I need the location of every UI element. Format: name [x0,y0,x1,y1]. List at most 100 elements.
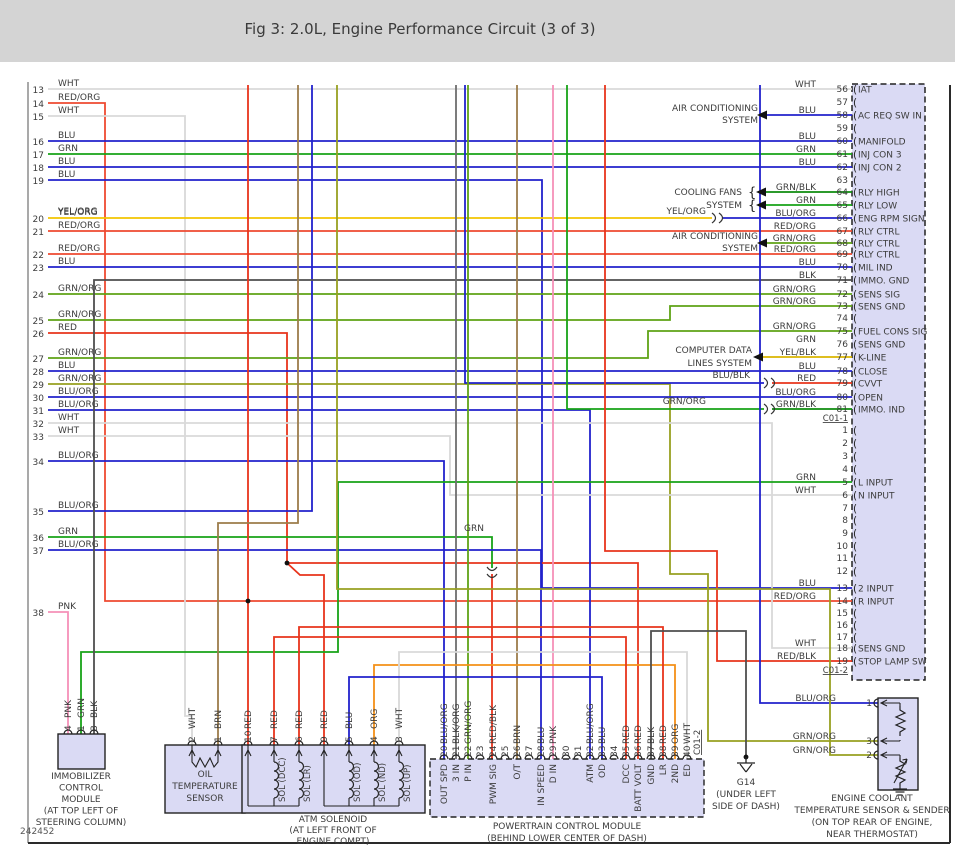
pin-connector-arc [621,754,631,760]
pin-connector-arc: ( [853,339,857,351]
left-pin-color-label: BLU [58,131,75,141]
system-label: AIR CONDITIONING [672,104,758,114]
right-pin-number: 7 [842,504,848,514]
pcm-pin-function-label: DCC [622,764,632,784]
right-pin-function-label: CLOSE [858,368,888,378]
right-pin-color-label: BLU [799,362,816,372]
component-pin-number: 22 [464,746,474,757]
component-pin-color: BLK [647,726,657,744]
line [739,763,747,773]
solenoid-coil-label: SOL (ND) [378,763,388,802]
component-pin-number: 1 [866,699,872,709]
wire-grn-29 [80,481,852,734]
component-pin-color: BLK/ORG [452,704,462,744]
pin-connector-arc [488,754,498,760]
pcm-pin-function-label: P IN [464,764,474,782]
pcm-pin-function-label: IN SPEED [537,764,547,806]
pin-connector-arc: ( [853,326,857,338]
right-pin-number: 2 [842,439,848,449]
component-pin-number: 35 [622,746,632,757]
atm-solenoid-box [241,744,426,814]
wire-red-15 [286,562,325,745]
right-pin-number: 60 [837,137,849,147]
right-pin-number: 74 [837,314,849,324]
component-pin-number: 2 [866,751,872,761]
right-pin-number: 4 [842,465,848,475]
component-pin-color: RED [622,725,632,744]
pin-connector-arc: ( [853,123,857,135]
immobilizer-box [57,733,106,770]
right-pin-number: 72 [837,290,848,300]
pin-connector-arc: ( [853,490,857,502]
pcm-pin-function-label: 2ND [671,764,681,783]
component-pin-number: 23 [476,746,486,757]
left-pin-number: 26 [33,330,45,340]
pin-connector-arc [369,740,379,746]
right-pin-color-label: WHT [795,639,817,649]
left-pin-color-label: GRN [58,527,78,537]
left-arrow-icon [753,352,763,362]
pin-connector-arc: ( [853,200,857,212]
right-pin-number: 17 [837,633,848,643]
pin-connector-arc: ( [853,553,857,565]
component-pin-number: 32 [586,746,596,757]
wire-blu-54 [759,85,878,704]
junction-dot [245,598,251,604]
left-pin-number: 15 [33,113,44,123]
solenoid-coil-icon [348,761,355,799]
component-pin-color: RED [659,725,669,744]
pin-connector-arc: ( [853,262,857,274]
left-pin-color-label: WHT [58,426,80,436]
component-pin-number: 40 [683,745,693,757]
left-pin-color-label: PNK [58,602,77,612]
left-pin-number: 18 [33,164,45,174]
pcm-label: (BEHIND LOWER CENTER OF DASH) [487,834,647,844]
left-pin-number: 20 [33,215,45,225]
system-label: SYSTEM [722,116,758,126]
pin-connector-arc [187,740,197,746]
left-arrow-icon [756,187,766,197]
pin-connector-arc: ( [853,404,857,416]
pcm-pin-function-label: D IN [549,764,559,783]
left-pin-number: 29 [33,381,45,391]
right-pin-color-label: WHT [795,80,817,90]
wire-blu-27 [48,549,542,759]
component-pin-color: BLU [598,727,608,744]
component-pin-number: 36 [634,745,644,757]
left-pin-color-label: WHT [58,413,80,423]
right-pin-number: 62 [837,163,848,173]
pin-connector-arc: ( [853,392,857,404]
atm-solenoid-label: ENGINE COMPT) [297,837,370,847]
wire-blu-36 [464,85,764,384]
wire-grno-16 [48,330,852,359]
component-pin-color: BLU/ORG [440,703,450,744]
pin-connector-arc [463,754,473,760]
pin-connector-arc [873,736,879,746]
component-pin-color: BLU [537,727,547,744]
pin-connector-arc [633,754,643,760]
immobilizer-label: MODULE [61,795,100,805]
pin-connector-arc [536,754,546,760]
component-pin-color: WHT [188,707,198,729]
pin-connector-arc [500,754,510,760]
pin-connector-arc [524,754,534,760]
right-pin-function-label: RLY HIGH [858,189,900,199]
right-pin-color-label: GRN/ORG [773,285,816,295]
right-pin-number: 76 [837,340,849,350]
pcm-pin-function-label: 3 IN [452,764,462,782]
pin-connector-arc [573,754,583,760]
component-pin-color: RED [320,710,330,729]
right-pin-number: 59 [837,124,849,134]
left-pin-number: 32 [33,420,44,430]
right-pin-number: 71 [837,276,848,286]
left-pin-color-label: WHT [58,79,80,89]
left-pin-number: 33 [33,433,44,443]
right-pin-color-label: GRN [796,196,816,206]
brace-icon: { [748,199,756,214]
left-pin-color-label: RED/ORG [58,221,100,231]
wire-color-label: GRN [464,524,484,534]
left-pin-number: 16 [33,138,45,148]
coolant-sensor-label: NEAR THERMOSTAT) [826,830,918,840]
